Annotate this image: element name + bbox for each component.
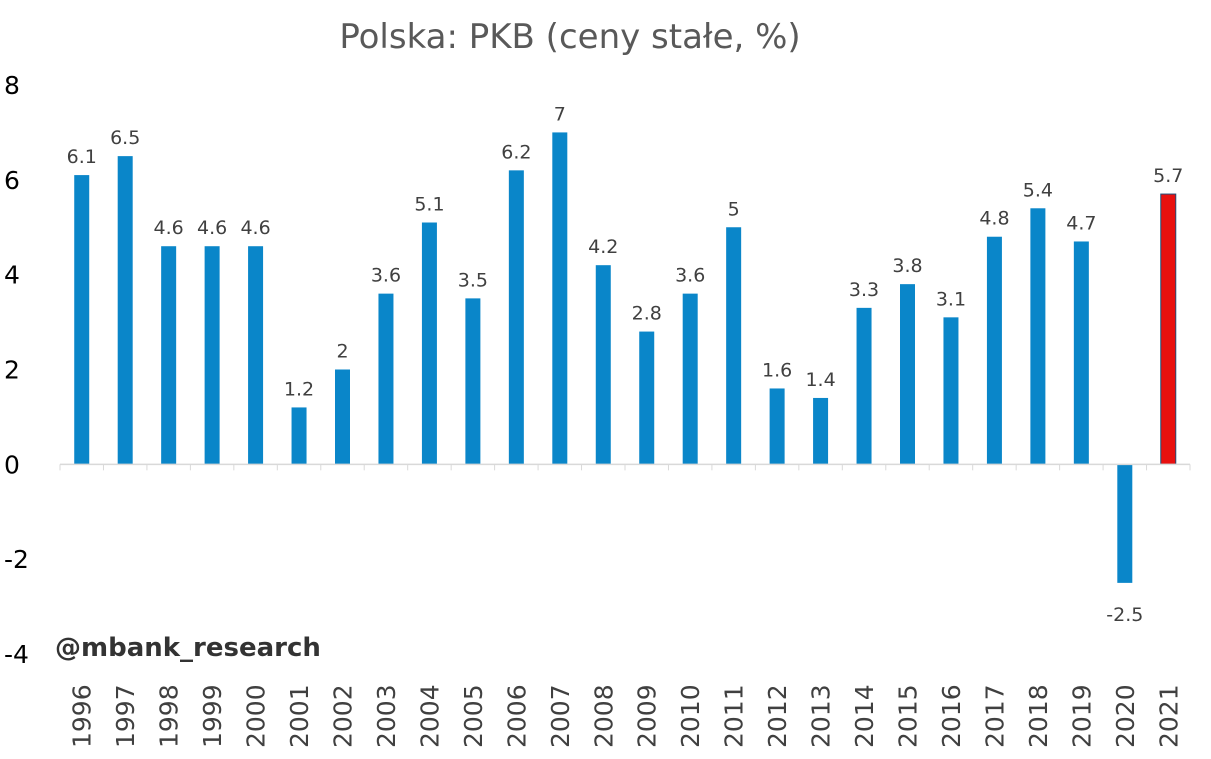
x-tick-label-2003: 2003 (372, 684, 401, 748)
x-tick-label-2020: 2020 (1111, 684, 1140, 748)
bar-2019 (1073, 241, 1089, 465)
bar-2005 (465, 298, 481, 465)
data-label-2011: 5 (728, 198, 740, 220)
bar-2004 (421, 222, 437, 465)
x-tick-label-2012: 2012 (763, 684, 792, 748)
x-tick-label-2019: 2019 (1067, 684, 1096, 748)
data-label-2015: 3.8 (892, 255, 922, 277)
data-label-1996: 6.1 (67, 146, 97, 168)
watermark: @mbank_research (55, 633, 321, 663)
bar-1998 (161, 246, 177, 465)
bar-2002 (335, 369, 350, 465)
x-tick-label-2008: 2008 (589, 684, 618, 748)
x-tick-label-1997: 1997 (111, 684, 140, 748)
y-tick-label: 4 (4, 261, 20, 290)
data-label-2000: 4.6 (240, 217, 270, 239)
bar-1997 (117, 156, 133, 465)
bar-1999 (204, 246, 220, 465)
y-tick-label: 6 (4, 166, 20, 195)
data-label-2013: 1.4 (805, 369, 835, 391)
x-tick-label-2015: 2015 (894, 684, 923, 748)
bar-2016 (943, 317, 959, 465)
x-tick-label-2016: 2016 (937, 684, 966, 748)
x-tick-label-2004: 2004 (415, 684, 444, 748)
x-tick-label-2010: 2010 (676, 684, 705, 748)
data-label-2017: 4.8 (979, 208, 1009, 230)
x-tick-label-2009: 2009 (633, 684, 662, 748)
bar-2018 (1030, 208, 1046, 465)
data-label-2010: 3.6 (675, 265, 705, 287)
data-label-1997: 6.5 (110, 127, 140, 149)
bar-2006 (508, 170, 524, 465)
y-tick-label: 0 (4, 450, 20, 479)
data-label-2009: 2.8 (632, 303, 662, 325)
x-tick-label-2006: 2006 (502, 684, 531, 748)
data-label-2007: 7 (554, 103, 566, 125)
bar-2001 (291, 407, 307, 465)
data-label-1998: 4.6 (154, 217, 184, 239)
y-tick-label: -4 (4, 640, 29, 669)
x-tick-label-2017: 2017 (980, 684, 1009, 748)
data-label-2008: 4.2 (588, 236, 618, 258)
bars-group (74, 132, 1177, 583)
x-tick-label-2021: 2021 (1154, 684, 1183, 748)
bar-2015 (900, 284, 915, 465)
data-label-2018: 5.4 (1023, 179, 1053, 201)
data-labels: 6.1 6.5 4.6 4.6 4.6 1.2 2 3.6 5.1 3.5 6.2 7 4.2 2.8 3.… (67, 103, 1184, 625)
bar-2003 (378, 293, 394, 465)
data-label-2012: 1.6 (762, 359, 792, 381)
bar-2017 (986, 236, 1002, 465)
y-axis-ticks: 8 6 4 2 0 -2 -4 (4, 71, 29, 669)
data-label-2005: 3.5 (458, 269, 488, 291)
x-axis-ticks: 1996 1997 1998 1999 2000 2001 2002 2003 2004 2005… (59, 464, 1191, 748)
data-label-2003: 3.6 (371, 265, 401, 287)
x-tick-label-2013: 2013 (807, 684, 836, 748)
x-tick-label-2005: 2005 (459, 684, 488, 748)
data-label-2004: 5.1 (414, 194, 444, 216)
data-label-2021: 5.7 (1153, 165, 1183, 187)
bar-2014 (856, 307, 872, 465)
x-tick-label-1996: 1996 (68, 684, 97, 748)
x-tick-label-2018: 2018 (1024, 684, 1053, 748)
bar-2000 (248, 246, 264, 465)
x-tick-label-2014: 2014 (850, 684, 879, 748)
x-tick-label-1999: 1999 (198, 684, 227, 748)
data-label-2002: 2 (336, 341, 348, 363)
bar-2011 (726, 227, 742, 465)
x-tick-label-1998: 1998 (155, 684, 184, 748)
y-tick-label: -2 (4, 545, 29, 574)
bar-2008 (595, 265, 611, 465)
x-tick-label-2000: 2000 (242, 684, 271, 748)
y-tick-label: 2 (4, 356, 20, 385)
bar-2009 (639, 331, 655, 465)
bar-2020 (1117, 464, 1133, 583)
data-label-2016: 3.1 (936, 288, 966, 310)
x-tick-label-2007: 2007 (546, 684, 575, 748)
y-tick-label: 8 (4, 71, 20, 100)
bar-1996 (74, 175, 90, 465)
x-tick-label-2001: 2001 (285, 684, 314, 748)
bar-2007 (552, 132, 568, 465)
data-label-2020: -2.5 (1106, 604, 1143, 626)
bar-2021 (1160, 193, 1177, 465)
bar-2012 (769, 388, 785, 465)
data-label-2019: 4.7 (1066, 212, 1096, 234)
bar-2010 (682, 293, 698, 465)
chart-title: Polska: PKB (ceny stałe, %) (339, 17, 800, 57)
data-label-2006: 6.2 (501, 141, 531, 163)
x-tick-label-2002: 2002 (329, 684, 358, 748)
data-label-1999: 4.6 (197, 217, 227, 239)
bar-2013 (813, 397, 829, 465)
x-tick-label-2011: 2011 (720, 684, 749, 748)
data-label-2014: 3.3 (849, 279, 879, 301)
data-label-2001: 1.2 (284, 378, 314, 400)
